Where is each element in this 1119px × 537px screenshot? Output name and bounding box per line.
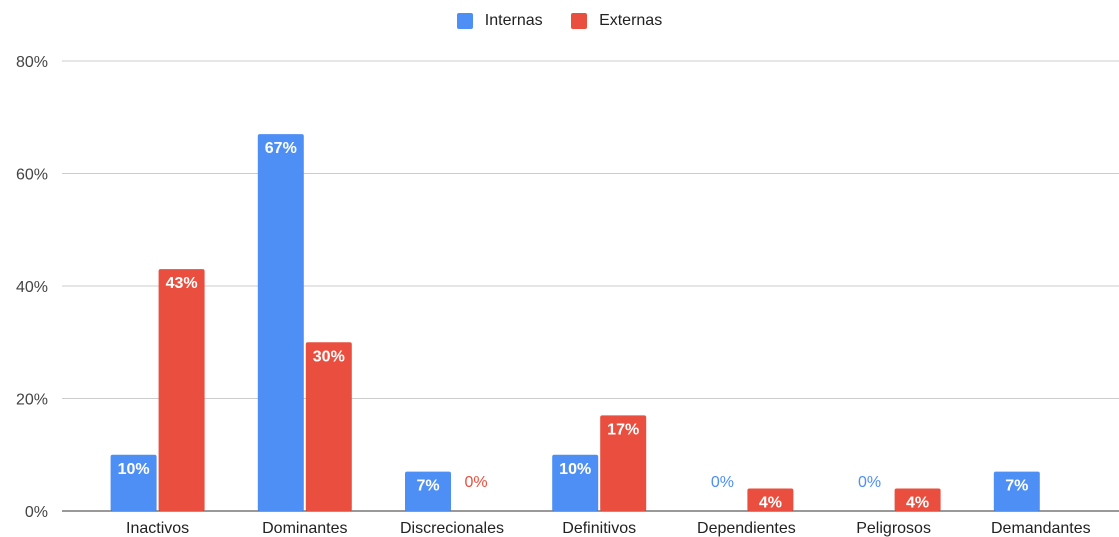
- x-tick-label: Definitivos: [562, 520, 636, 537]
- legend-item-externas: Externas: [571, 12, 662, 30]
- x-tick-label: Dominantes: [262, 520, 347, 537]
- data-label: 67%: [265, 140, 297, 157]
- bar-internas: [257, 134, 304, 511]
- data-label: 7%: [1005, 478, 1028, 495]
- legend-label-externas: Externas: [599, 12, 663, 29]
- x-tick-label: Discrecionales: [400, 520, 504, 537]
- data-label: 17%: [607, 421, 639, 438]
- x-tick-label: Peligrosos: [856, 520, 931, 537]
- legend-swatch-internas: [456, 13, 473, 29]
- y-tick-label: 40%: [16, 279, 48, 296]
- bar-externas: [747, 488, 794, 511]
- legend-item-internas: Internas: [456, 12, 543, 30]
- data-label: 30%: [313, 348, 345, 365]
- data-label: 0%: [711, 474, 734, 491]
- bar-externas: [305, 342, 352, 511]
- bar-internas: [110, 454, 157, 511]
- x-tick-label: Demandantes: [991, 520, 1091, 537]
- x-tick-label: Inactivos: [126, 520, 189, 537]
- data-label: 10%: [118, 461, 150, 478]
- data-label: 4%: [759, 495, 782, 512]
- y-tick-label: 20%: [16, 392, 48, 409]
- x-tick-label: Dependientes: [697, 520, 796, 537]
- data-label: 10%: [559, 461, 591, 478]
- bar-internas: [993, 471, 1040, 511]
- data-label: 4%: [906, 495, 929, 512]
- bar-externas: [600, 415, 647, 511]
- bar-internas: [405, 471, 451, 511]
- legend-swatch-externas: [571, 13, 588, 29]
- chart-legend: Internas Externas: [0, 12, 1119, 34]
- data-label: 0%: [464, 474, 487, 491]
- bar-internas: [552, 454, 599, 511]
- legend-label-internas: Internas: [484, 12, 543, 29]
- y-tick-label: 0%: [25, 504, 48, 521]
- y-tick-label: 80%: [16, 54, 48, 71]
- bar-externas: [894, 488, 941, 511]
- bar-externas: [158, 269, 205, 511]
- data-label: 43%: [166, 275, 198, 292]
- data-label: 0%: [858, 474, 881, 491]
- y-tick-label: 60%: [16, 167, 48, 184]
- data-label: 7%: [416, 478, 439, 495]
